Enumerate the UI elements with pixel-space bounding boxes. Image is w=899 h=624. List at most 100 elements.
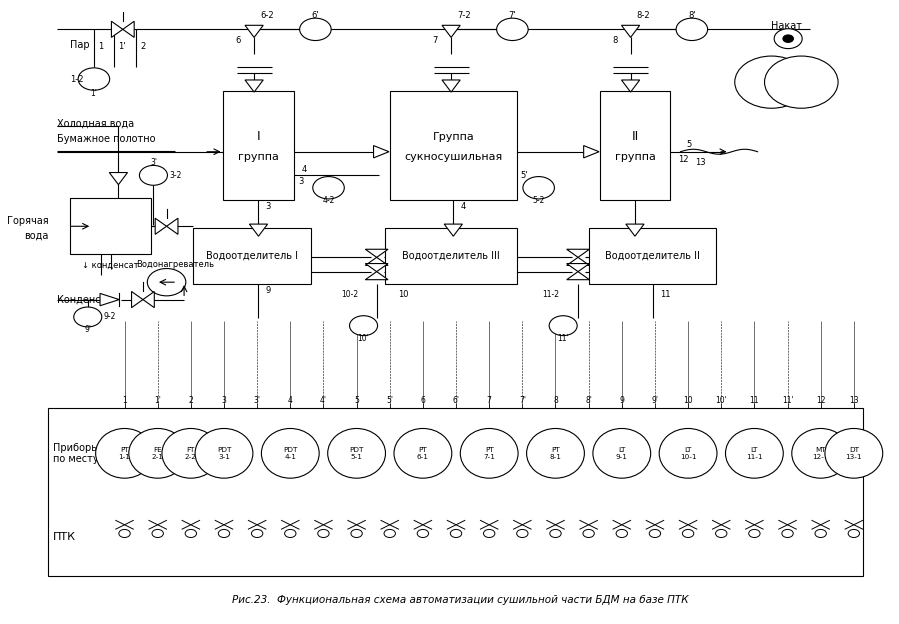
Text: FT
2-2: FT 2-2 xyxy=(185,447,197,460)
Text: 5-2: 5-2 xyxy=(532,196,545,205)
Circle shape xyxy=(749,529,760,537)
Text: группа: группа xyxy=(238,152,279,162)
Text: Водоотделитель II: Водоотделитель II xyxy=(605,251,700,261)
Text: 10-2: 10-2 xyxy=(342,290,359,299)
Circle shape xyxy=(676,18,708,41)
Ellipse shape xyxy=(129,429,187,478)
Text: DT
13-1: DT 13-1 xyxy=(846,447,862,460)
Text: ↓ конденсат: ↓ конденсат xyxy=(82,260,138,270)
Circle shape xyxy=(139,165,167,185)
Text: 10': 10' xyxy=(716,396,727,406)
Text: Рис.23.  Функциональная схема автоматизации сушильной части БДМ на базе ПТК: Рис.23. Функциональная схема автоматизац… xyxy=(232,595,688,605)
Polygon shape xyxy=(166,218,178,235)
Circle shape xyxy=(616,529,628,537)
Polygon shape xyxy=(365,271,388,280)
Circle shape xyxy=(815,529,826,537)
Text: II: II xyxy=(631,130,638,143)
Text: 12: 12 xyxy=(816,396,825,406)
Polygon shape xyxy=(110,172,128,185)
Text: 11': 11' xyxy=(557,334,569,343)
Text: Водонагреватель: Водонагреватель xyxy=(136,260,214,270)
Text: FE
2-1: FE 2-1 xyxy=(152,447,164,460)
Text: LT
11-1: LT 11-1 xyxy=(746,447,762,460)
Circle shape xyxy=(484,529,494,537)
Text: 8-2: 8-2 xyxy=(636,11,650,20)
Text: 4: 4 xyxy=(288,396,293,406)
Circle shape xyxy=(783,35,794,42)
Text: 10: 10 xyxy=(398,290,409,299)
Text: I: I xyxy=(257,130,261,143)
Text: LT
9-1: LT 9-1 xyxy=(616,447,628,460)
Bar xyxy=(49,408,863,576)
Polygon shape xyxy=(143,291,155,308)
Text: 1': 1' xyxy=(119,42,126,51)
Text: 8': 8' xyxy=(688,11,696,20)
Text: 2: 2 xyxy=(189,396,193,406)
Circle shape xyxy=(119,529,130,537)
Circle shape xyxy=(583,529,594,537)
Bar xyxy=(600,92,670,200)
Text: 1': 1' xyxy=(155,396,161,406)
Circle shape xyxy=(764,56,838,108)
Text: Накат: Накат xyxy=(770,21,802,31)
Ellipse shape xyxy=(460,429,518,478)
Text: 12: 12 xyxy=(678,155,689,163)
Polygon shape xyxy=(621,80,640,92)
Text: 6: 6 xyxy=(236,36,241,45)
Text: Бумажное полотно: Бумажное полотно xyxy=(58,134,156,144)
Bar xyxy=(386,228,517,284)
Ellipse shape xyxy=(95,429,154,478)
Text: 8': 8' xyxy=(585,396,592,406)
Text: 11': 11' xyxy=(782,396,793,406)
Text: 6-2: 6-2 xyxy=(260,11,274,20)
Text: 10: 10 xyxy=(683,396,693,406)
Text: PT
7-1: PT 7-1 xyxy=(484,447,495,460)
Text: 5': 5' xyxy=(387,396,393,406)
Text: Холодная вода: Холодная вода xyxy=(58,118,134,128)
Ellipse shape xyxy=(593,429,651,478)
Circle shape xyxy=(649,529,661,537)
Ellipse shape xyxy=(659,429,717,478)
Text: Приборы
по месту: Приборы по месту xyxy=(53,442,99,464)
Text: вода: вода xyxy=(24,231,49,241)
Circle shape xyxy=(417,529,429,537)
Text: 3: 3 xyxy=(221,396,227,406)
Text: 6': 6' xyxy=(312,11,319,20)
Text: 9-2: 9-2 xyxy=(103,313,116,321)
Text: 7: 7 xyxy=(432,36,438,45)
Text: группа: группа xyxy=(615,152,655,162)
Text: 9': 9' xyxy=(652,396,658,406)
Text: 5: 5 xyxy=(687,140,692,149)
Circle shape xyxy=(285,529,296,537)
Polygon shape xyxy=(566,263,590,271)
Text: 7': 7' xyxy=(519,396,526,406)
Text: 3': 3' xyxy=(254,396,261,406)
Text: 1: 1 xyxy=(98,42,103,51)
Bar xyxy=(224,92,293,200)
Circle shape xyxy=(550,529,561,537)
Polygon shape xyxy=(365,263,388,271)
Text: 7: 7 xyxy=(486,396,492,406)
Text: 11: 11 xyxy=(750,396,759,406)
Text: 8: 8 xyxy=(612,36,618,45)
Circle shape xyxy=(299,18,331,41)
Text: 8: 8 xyxy=(553,396,558,406)
Text: 13: 13 xyxy=(849,396,859,406)
Text: 4: 4 xyxy=(460,202,466,211)
Text: 9': 9' xyxy=(85,325,92,334)
Polygon shape xyxy=(442,80,460,92)
Polygon shape xyxy=(621,26,640,37)
Polygon shape xyxy=(442,26,460,37)
Polygon shape xyxy=(156,218,166,235)
Ellipse shape xyxy=(527,429,584,478)
Polygon shape xyxy=(111,21,123,37)
Ellipse shape xyxy=(262,429,319,478)
Text: PT
1-1: PT 1-1 xyxy=(119,447,130,460)
Text: 4': 4' xyxy=(320,396,327,406)
Polygon shape xyxy=(249,224,268,236)
Text: Водоотделитель III: Водоотделитель III xyxy=(402,251,500,261)
Text: 1: 1 xyxy=(122,396,127,406)
Polygon shape xyxy=(566,271,590,280)
Polygon shape xyxy=(245,26,263,37)
Ellipse shape xyxy=(328,429,386,478)
